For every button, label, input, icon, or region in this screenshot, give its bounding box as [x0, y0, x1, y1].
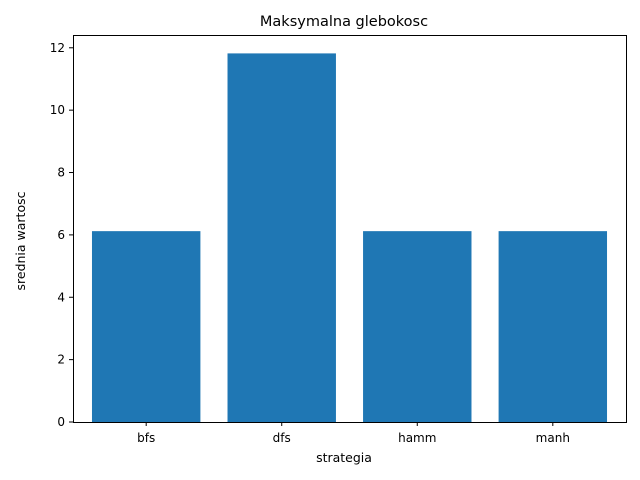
y-tick-label: 12 — [50, 41, 65, 55]
bar-manh — [498, 231, 608, 422]
chart-title: Maksymalna glebokosc — [260, 14, 428, 30]
x-axis-label: strategia — [316, 450, 372, 465]
y-tick-label: 6 — [57, 228, 65, 242]
x-axis-ticks: bfs dfs hamm manh — [137, 422, 570, 445]
x-tick-label: hamm — [398, 431, 436, 445]
bar-hamm — [363, 231, 472, 422]
y-tick-label: 2 — [57, 353, 65, 367]
x-tick-label: bfs — [137, 431, 155, 445]
x-tick-label: dfs — [273, 431, 291, 445]
y-tick-label: 8 — [57, 166, 65, 180]
bar-bfs — [91, 231, 201, 422]
plot-frame — [73, 35, 627, 423]
bar-dfs — [227, 53, 336, 423]
bars-group — [91, 53, 608, 423]
y-tick-label: 10 — [50, 103, 65, 117]
x-tick-label: manh — [536, 431, 570, 445]
y-tick-label: 4 — [57, 290, 65, 304]
y-tick-label: 0 — [57, 415, 65, 429]
y-axis-label: srednia wartosc — [13, 191, 28, 290]
y-axis-ticks: 0 2 4 6 8 10 12 — [50, 41, 73, 429]
